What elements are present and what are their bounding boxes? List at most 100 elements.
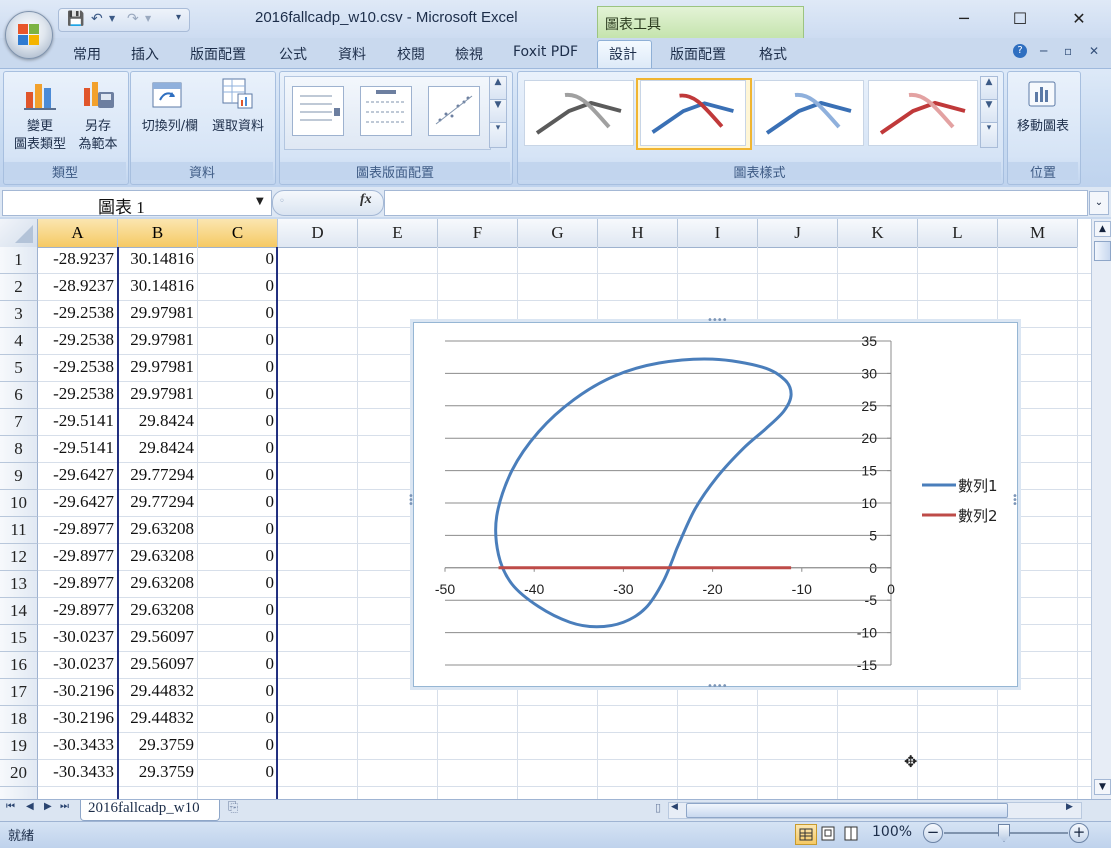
cell-c[interactable]: 0: [265, 492, 275, 511]
tab-split-handle-icon[interactable]: ▯: [655, 801, 662, 814]
chart-layout-1-thumb[interactable]: [292, 86, 344, 136]
save-as-template-button[interactable]: 另存 為範本: [70, 118, 126, 154]
first-sheet-icon[interactable]: ⏮: [6, 801, 15, 812]
layouts-scroll-up-icon[interactable]: ▲: [489, 76, 507, 100]
row-header[interactable]: 3: [0, 301, 38, 328]
cell-c[interactable]: 0: [265, 735, 275, 754]
scroll-left-icon[interactable]: ◀: [671, 802, 678, 812]
customize-qat-icon[interactable]: ▾: [176, 12, 182, 23]
expand-formula-bar-icon[interactable]: ⌄: [1089, 191, 1109, 215]
row-header[interactable]: 18: [0, 706, 38, 733]
scroll-right-icon[interactable]: ▶: [1066, 802, 1073, 812]
cell-a[interactable]: -29.6427: [53, 465, 114, 484]
cell-c[interactable]: 0: [265, 384, 275, 403]
styles-more-icon[interactable]: ▾: [980, 122, 998, 148]
cell-b[interactable]: 29.3759: [138, 762, 194, 781]
column-header[interactable]: D: [278, 219, 358, 248]
row-header[interactable]: 20: [0, 760, 38, 787]
chart-resize-handle-top-icon[interactable]: ••••: [707, 315, 728, 326]
formula-resize-handle-icon[interactable]: ◦: [279, 196, 285, 207]
column-header[interactable]: B: [118, 219, 198, 248]
row-header[interactable]: 13: [0, 571, 38, 598]
row-header[interactable]: 1: [0, 247, 38, 274]
cell-c[interactable]: 0: [265, 708, 275, 727]
cell-a[interactable]: -29.2538: [53, 384, 114, 403]
column-header[interactable]: C: [198, 219, 278, 248]
row-header[interactable]: 19: [0, 733, 38, 760]
scroll-down-icon[interactable]: ▼: [1094, 779, 1111, 795]
row-header[interactable]: 15: [0, 625, 38, 652]
row-header[interactable]: 11: [0, 517, 38, 544]
cell-a[interactable]: -29.8977: [53, 600, 114, 619]
cell-b[interactable]: 29.8424: [138, 411, 194, 430]
row-header[interactable]: 17: [0, 679, 38, 706]
ribbon-close-icon[interactable]: ✕: [1089, 44, 1100, 58]
cell-b[interactable]: 29.97981: [130, 357, 194, 376]
vertical-scrollbar[interactable]: ▲ ▼: [1091, 219, 1111, 799]
row-header[interactable]: 12: [0, 544, 38, 571]
tab-chart-layout[interactable]: 版面配置: [670, 47, 726, 63]
formula-input[interactable]: [384, 190, 1088, 216]
cell-c[interactable]: 0: [265, 438, 275, 457]
scroll-up-icon[interactable]: ▲: [1094, 221, 1111, 237]
cell-c[interactable]: 0: [265, 276, 275, 295]
cell-c[interactable]: 0: [265, 546, 275, 565]
column-header[interactable]: G: [518, 219, 598, 248]
tab-view[interactable]: 檢視: [455, 47, 483, 63]
chart-resize-handle-bottom-icon[interactable]: ••••: [707, 681, 728, 692]
column-header[interactable]: I: [678, 219, 758, 248]
select-data-button[interactable]: 選取資料: [211, 119, 264, 134]
move-chart-button[interactable]: 移動圖表: [1016, 119, 1069, 134]
cell-c[interactable]: 0: [265, 654, 275, 673]
save-icon[interactable]: 💾: [67, 11, 85, 27]
cell-c[interactable]: 0: [265, 411, 275, 430]
tab-review[interactable]: 校閱: [397, 47, 425, 63]
column-header[interactable]: A: [38, 219, 118, 248]
cell-c[interactable]: 0: [265, 330, 275, 349]
cell-b[interactable]: 29.56097: [130, 654, 194, 673]
tab-insert[interactable]: 插入: [131, 47, 159, 63]
styles-scroll-up-icon[interactable]: ▲: [980, 76, 998, 100]
chart-style-3-thumb[interactable]: [754, 80, 864, 146]
chart-resize-handle-right-icon[interactable]: • • •: [1012, 491, 1018, 510]
cell-a[interactable]: -28.9237: [53, 249, 114, 268]
cell-a[interactable]: -29.5141: [53, 438, 114, 457]
cell-b[interactable]: 29.63208: [130, 600, 194, 619]
cell-a[interactable]: -29.2538: [53, 303, 114, 322]
vertical-scroll-thumb[interactable]: [1094, 241, 1111, 261]
insert-function-icon[interactable]: fx: [360, 192, 372, 207]
cell-b[interactable]: 29.77294: [130, 492, 194, 511]
cell-b[interactable]: 29.77294: [130, 465, 194, 484]
cell-b[interactable]: 30.14816: [130, 276, 194, 295]
column-header[interactable]: M: [998, 219, 1078, 248]
office-button[interactable]: [5, 11, 53, 59]
zoom-slider-thumb[interactable]: [998, 824, 1010, 842]
tab-page-layout[interactable]: 版面配置: [190, 47, 246, 63]
row-header[interactable]: 10: [0, 490, 38, 517]
cell-b[interactable]: 29.97981: [130, 384, 194, 403]
zoom-level[interactable]: 100%: [872, 824, 913, 840]
cell-b[interactable]: 30.14816: [130, 249, 194, 268]
cell-c[interactable]: 0: [265, 249, 275, 268]
cell-c[interactable]: 0: [265, 573, 275, 592]
cell-b[interactable]: 29.97981: [130, 330, 194, 349]
cell-a[interactable]: -29.2538: [53, 330, 114, 349]
row-header[interactable]: 7: [0, 409, 38, 436]
cell-c[interactable]: 0: [265, 303, 275, 322]
redo-dropdown-icon[interactable]: ▼: [145, 14, 152, 23]
cell-a[interactable]: -29.8977: [53, 546, 114, 565]
select-all-corner[interactable]: [0, 219, 38, 248]
row-header[interactable]: 16: [0, 652, 38, 679]
styles-scroll-down-icon[interactable]: ▼: [980, 99, 998, 123]
insert-sheet-icon[interactable]: ⎘: [228, 800, 239, 815]
cell-a[interactable]: -29.8977: [53, 573, 114, 592]
column-header[interactable]: H: [598, 219, 678, 248]
cell-b[interactable]: 29.63208: [130, 573, 194, 592]
cell-a[interactable]: -29.5141: [53, 411, 114, 430]
cell-a[interactable]: -29.2538: [53, 357, 114, 376]
last-sheet-icon[interactable]: ⏭: [60, 801, 69, 812]
zoom-out-icon[interactable]: −: [923, 823, 943, 843]
help-icon[interactable]: ?: [1013, 44, 1027, 58]
chart-resize-handle-left-icon[interactable]: • • •: [408, 491, 414, 510]
name-box[interactable]: [2, 190, 272, 216]
